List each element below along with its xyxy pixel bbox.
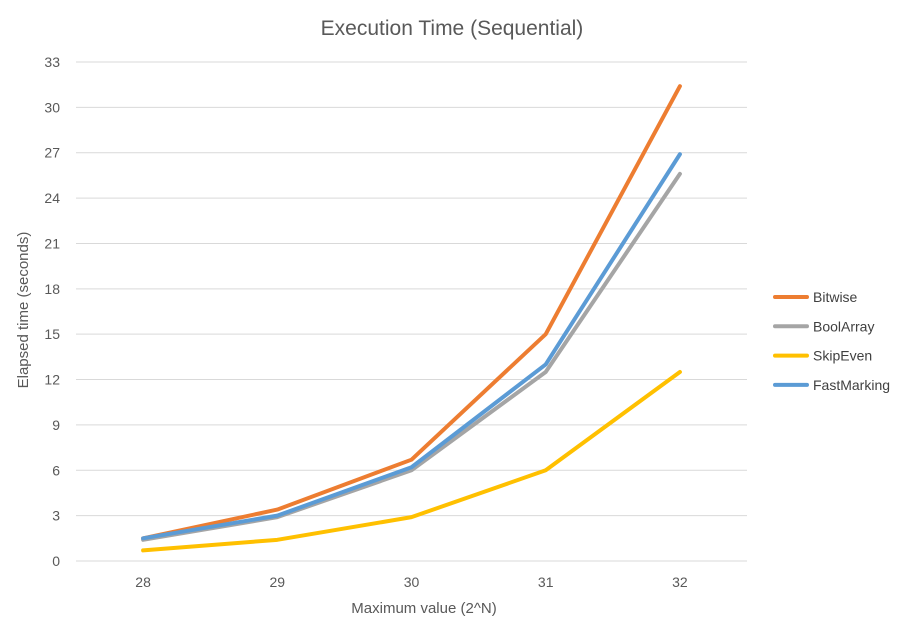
gridlines xyxy=(76,61,747,562)
y-tick-label: 0 xyxy=(52,553,60,569)
series-line-boolarray xyxy=(141,171,682,542)
legend-item: FastMarking xyxy=(773,377,890,393)
y-tick-label: 9 xyxy=(52,417,60,433)
legend-label: SkipEven xyxy=(813,348,872,364)
legend-label: Bitwise xyxy=(813,289,858,305)
y-axis-ticks: 0 3 6 9 12 15 18 21 24 27 30 33 xyxy=(44,54,60,569)
y-tick-label: 21 xyxy=(44,235,60,251)
y-tick-label: 15 xyxy=(44,326,60,342)
y-tick-label: 3 xyxy=(52,508,60,524)
legend-label: FastMarking xyxy=(813,377,890,393)
legend-item: BoolArray xyxy=(773,318,874,334)
x-axis-label: Maximum value (2^N) xyxy=(351,600,496,617)
x-axis-ticks: 28 29 30 31 32 xyxy=(135,574,688,590)
y-tick-label: 6 xyxy=(52,462,60,478)
y-tick-label: 30 xyxy=(44,99,60,115)
y-tick-label: 27 xyxy=(44,145,60,161)
series-lines xyxy=(141,84,682,553)
legend-item: SkipEven xyxy=(773,348,872,364)
series-line-bitwise xyxy=(141,84,682,541)
x-tick-label: 31 xyxy=(538,574,554,590)
x-tick-label: 30 xyxy=(404,574,420,590)
chart-title: Execution Time (Sequential) xyxy=(321,17,584,40)
x-tick-label: 32 xyxy=(672,574,688,590)
y-tick-label: 12 xyxy=(44,372,60,388)
y-tick-label: 24 xyxy=(44,190,60,206)
y-tick-label: 33 xyxy=(44,54,60,70)
x-tick-label: 29 xyxy=(270,574,286,590)
y-axis-label: Elapsed time (seconds) xyxy=(15,232,32,389)
legend: Bitwise BoolArray SkipEven FastMarking xyxy=(773,289,890,393)
legend-item: Bitwise xyxy=(773,289,858,305)
series-line-skipeven xyxy=(141,369,682,553)
legend-label: BoolArray xyxy=(813,318,874,334)
series-line-fastmarking xyxy=(141,152,682,541)
x-tick-label: 28 xyxy=(135,574,151,590)
y-tick-label: 18 xyxy=(44,281,60,297)
